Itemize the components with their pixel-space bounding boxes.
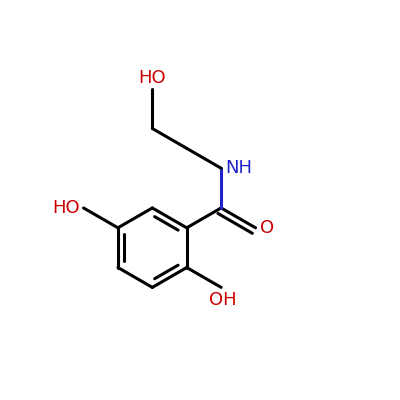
Text: HO: HO bbox=[52, 199, 80, 217]
Text: O: O bbox=[260, 219, 274, 237]
Text: OH: OH bbox=[209, 290, 237, 308]
Text: HO: HO bbox=[138, 69, 166, 87]
Text: NH: NH bbox=[225, 159, 252, 177]
